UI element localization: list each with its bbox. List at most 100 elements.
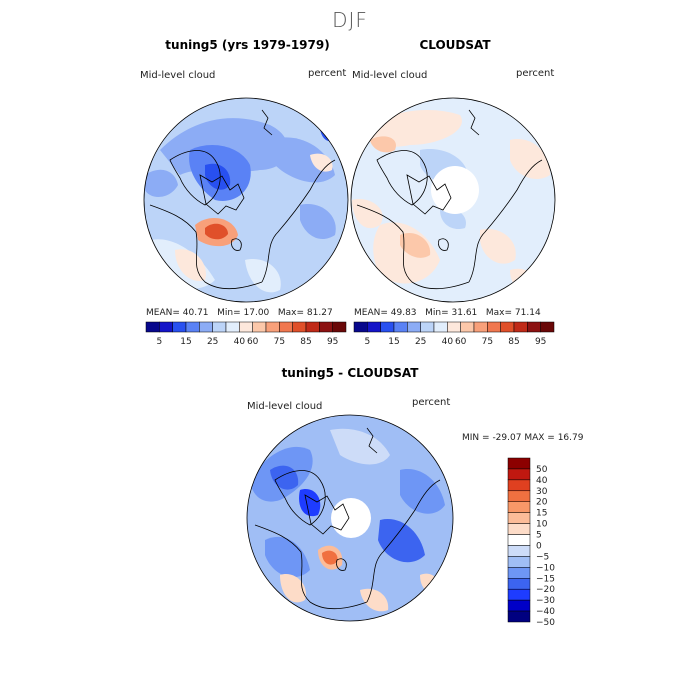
panel-2-mean-value: 49.83 bbox=[390, 308, 417, 318]
panel-1-stats: MEAN= 40.71 Min= 17.00 Max= 81.27 bbox=[146, 308, 333, 318]
coastline-north-america bbox=[366, 479, 441, 603]
map-3-coastlines bbox=[254, 427, 441, 610]
coastline-north-america bbox=[261, 159, 336, 283]
map-1-region bbox=[270, 137, 335, 183]
colorbar-cloudsat-swatch bbox=[513, 321, 528, 333]
colorbar-cloudsat-swatch bbox=[460, 321, 475, 333]
map-1-region bbox=[245, 259, 281, 293]
panel-1-min-label: Min= bbox=[217, 308, 241, 318]
panel-1-min-value: 17.00 bbox=[243, 308, 270, 318]
colorbar-difference-label: 10 bbox=[536, 520, 548, 530]
colorbar-tuning5-swatch bbox=[332, 321, 347, 333]
panel-2-units-label: percent bbox=[516, 68, 555, 79]
map-tuning5 bbox=[143, 97, 349, 303]
map-1-field bbox=[145, 118, 337, 293]
colorbar-tuning5-swatch bbox=[305, 321, 320, 333]
colorbar-tuning5-label: 75 bbox=[274, 337, 285, 347]
colorbar-difference-label: −30 bbox=[536, 596, 555, 606]
map-1-region bbox=[145, 169, 178, 197]
panel-1-max-label: Max= bbox=[277, 308, 305, 318]
map-3-region bbox=[378, 519, 425, 563]
colorbar-tuning5-swatch bbox=[225, 321, 240, 333]
colorbar-difference-label: 40 bbox=[536, 476, 548, 486]
map-2-region bbox=[480, 229, 516, 264]
coastline-greenland bbox=[376, 150, 428, 206]
map-2-region bbox=[510, 268, 536, 292]
colorbar-difference-swatch bbox=[507, 599, 531, 612]
colorbar-tuning5-label: 85 bbox=[300, 337, 311, 347]
coastline-island bbox=[336, 558, 347, 571]
colorbar-cloudsat-swatch bbox=[487, 321, 501, 333]
map-2-border bbox=[350, 97, 556, 303]
colorbar-cloudsat-swatch bbox=[380, 321, 395, 333]
panel-2-min-label: Min= bbox=[425, 308, 449, 318]
panel-1-field-label: Mid-level cloud bbox=[140, 70, 216, 81]
panel-2-mean-label: MEAN= bbox=[354, 308, 388, 318]
colorbar-difference-label: −50 bbox=[536, 618, 555, 628]
colorbar-tuning5-label: 25 bbox=[207, 337, 218, 347]
panel-3-max-value: 16.79 bbox=[557, 433, 584, 443]
map-3-border bbox=[246, 414, 454, 622]
map-3-region bbox=[265, 536, 310, 578]
panel-1-mean-value: 40.71 bbox=[182, 308, 209, 318]
colorbar-cloudsat-swatch bbox=[540, 321, 555, 333]
coastline-greenland bbox=[274, 470, 326, 526]
coastline-north bbox=[468, 109, 480, 136]
colorbar-cloudsat-swatch bbox=[447, 321, 461, 333]
colorbar-cloudsat-swatch bbox=[393, 321, 408, 333]
map-3-region bbox=[360, 588, 389, 612]
colorbar-difference-swatch bbox=[507, 512, 531, 524]
coastline-north bbox=[366, 427, 378, 454]
colorbar-difference-label: 0 bbox=[536, 541, 542, 551]
colorbar-cloudsat-swatch bbox=[367, 321, 381, 333]
colorbar-tuning5-swatch bbox=[252, 321, 267, 333]
colorbar-cloudsat-swatch bbox=[407, 321, 421, 333]
map-3-polar-gap bbox=[331, 498, 371, 538]
colorbar-difference-swatch bbox=[507, 523, 531, 535]
colorbar-difference-swatch bbox=[507, 534, 531, 546]
panel-3-stats: MIN = -29.07 MAX = 16.79 bbox=[462, 433, 583, 443]
panel-3-min-value: -29.07 bbox=[492, 433, 522, 443]
colorbar-difference-label: 15 bbox=[536, 509, 547, 519]
colorbar-tuning5-label: 95 bbox=[327, 337, 338, 347]
colorbar-difference-swatch bbox=[507, 490, 531, 502]
coastline-archipelago bbox=[406, 174, 452, 215]
map-1-region bbox=[310, 153, 333, 172]
colorbar-difference-label: 50 bbox=[536, 465, 548, 475]
colorbar-difference-label: 30 bbox=[536, 487, 548, 497]
colorbar-tuning5-label: 15 bbox=[180, 337, 191, 347]
coastline-north-america bbox=[468, 159, 543, 283]
colorbar-difference-swatch bbox=[507, 479, 531, 492]
panel-1-max-value: 81.27 bbox=[306, 308, 333, 318]
colorbar-tuning5-label: 40 bbox=[234, 337, 246, 347]
map-3-field bbox=[250, 428, 445, 612]
colorbar-tuning5-swatch bbox=[292, 321, 307, 333]
coastline-eurasia bbox=[254, 524, 368, 610]
colorbar-tuning5-swatch bbox=[159, 321, 173, 333]
panel-3-field-label: Mid-level cloud bbox=[247, 401, 323, 412]
coastline-eurasia bbox=[149, 204, 263, 290]
colorbar-tuning5: 5 15 25 40 60 75 85 95 bbox=[145, 321, 347, 347]
colorbar-tuning5-swatch bbox=[265, 321, 280, 333]
panel-2-title: CLOUDSAT bbox=[419, 38, 491, 52]
coastline-island bbox=[438, 238, 449, 251]
panel-2-min-value: 31.61 bbox=[451, 308, 478, 318]
colorbar-tuning5-swatch bbox=[185, 321, 200, 333]
colorbar-cloudsat-label: 85 bbox=[508, 337, 519, 347]
coastline-archipelago bbox=[304, 494, 350, 535]
map-1-coastlines bbox=[149, 109, 336, 290]
panel-1-title: tuning5 (yrs 1979-1979) bbox=[165, 38, 330, 52]
panel-3-title: tuning5 - CLOUDSAT bbox=[281, 366, 419, 380]
colorbar-difference-swatch bbox=[507, 578, 531, 590]
colorbar-tuning5-swatch bbox=[199, 321, 213, 333]
colorbar-cloudsat-swatch bbox=[473, 321, 488, 333]
colorbar-tuning5-swatch bbox=[145, 321, 160, 333]
colorbar-cloudsat: 5 15 25 40 60 75 85 95 bbox=[353, 321, 555, 347]
colorbar-cloudsat-swatch bbox=[420, 321, 435, 333]
coastline-island bbox=[231, 238, 242, 251]
colorbar-difference-swatch bbox=[507, 501, 531, 513]
colorbar-difference-label: −15 bbox=[536, 574, 555, 584]
coastline-archipelago bbox=[199, 174, 245, 215]
